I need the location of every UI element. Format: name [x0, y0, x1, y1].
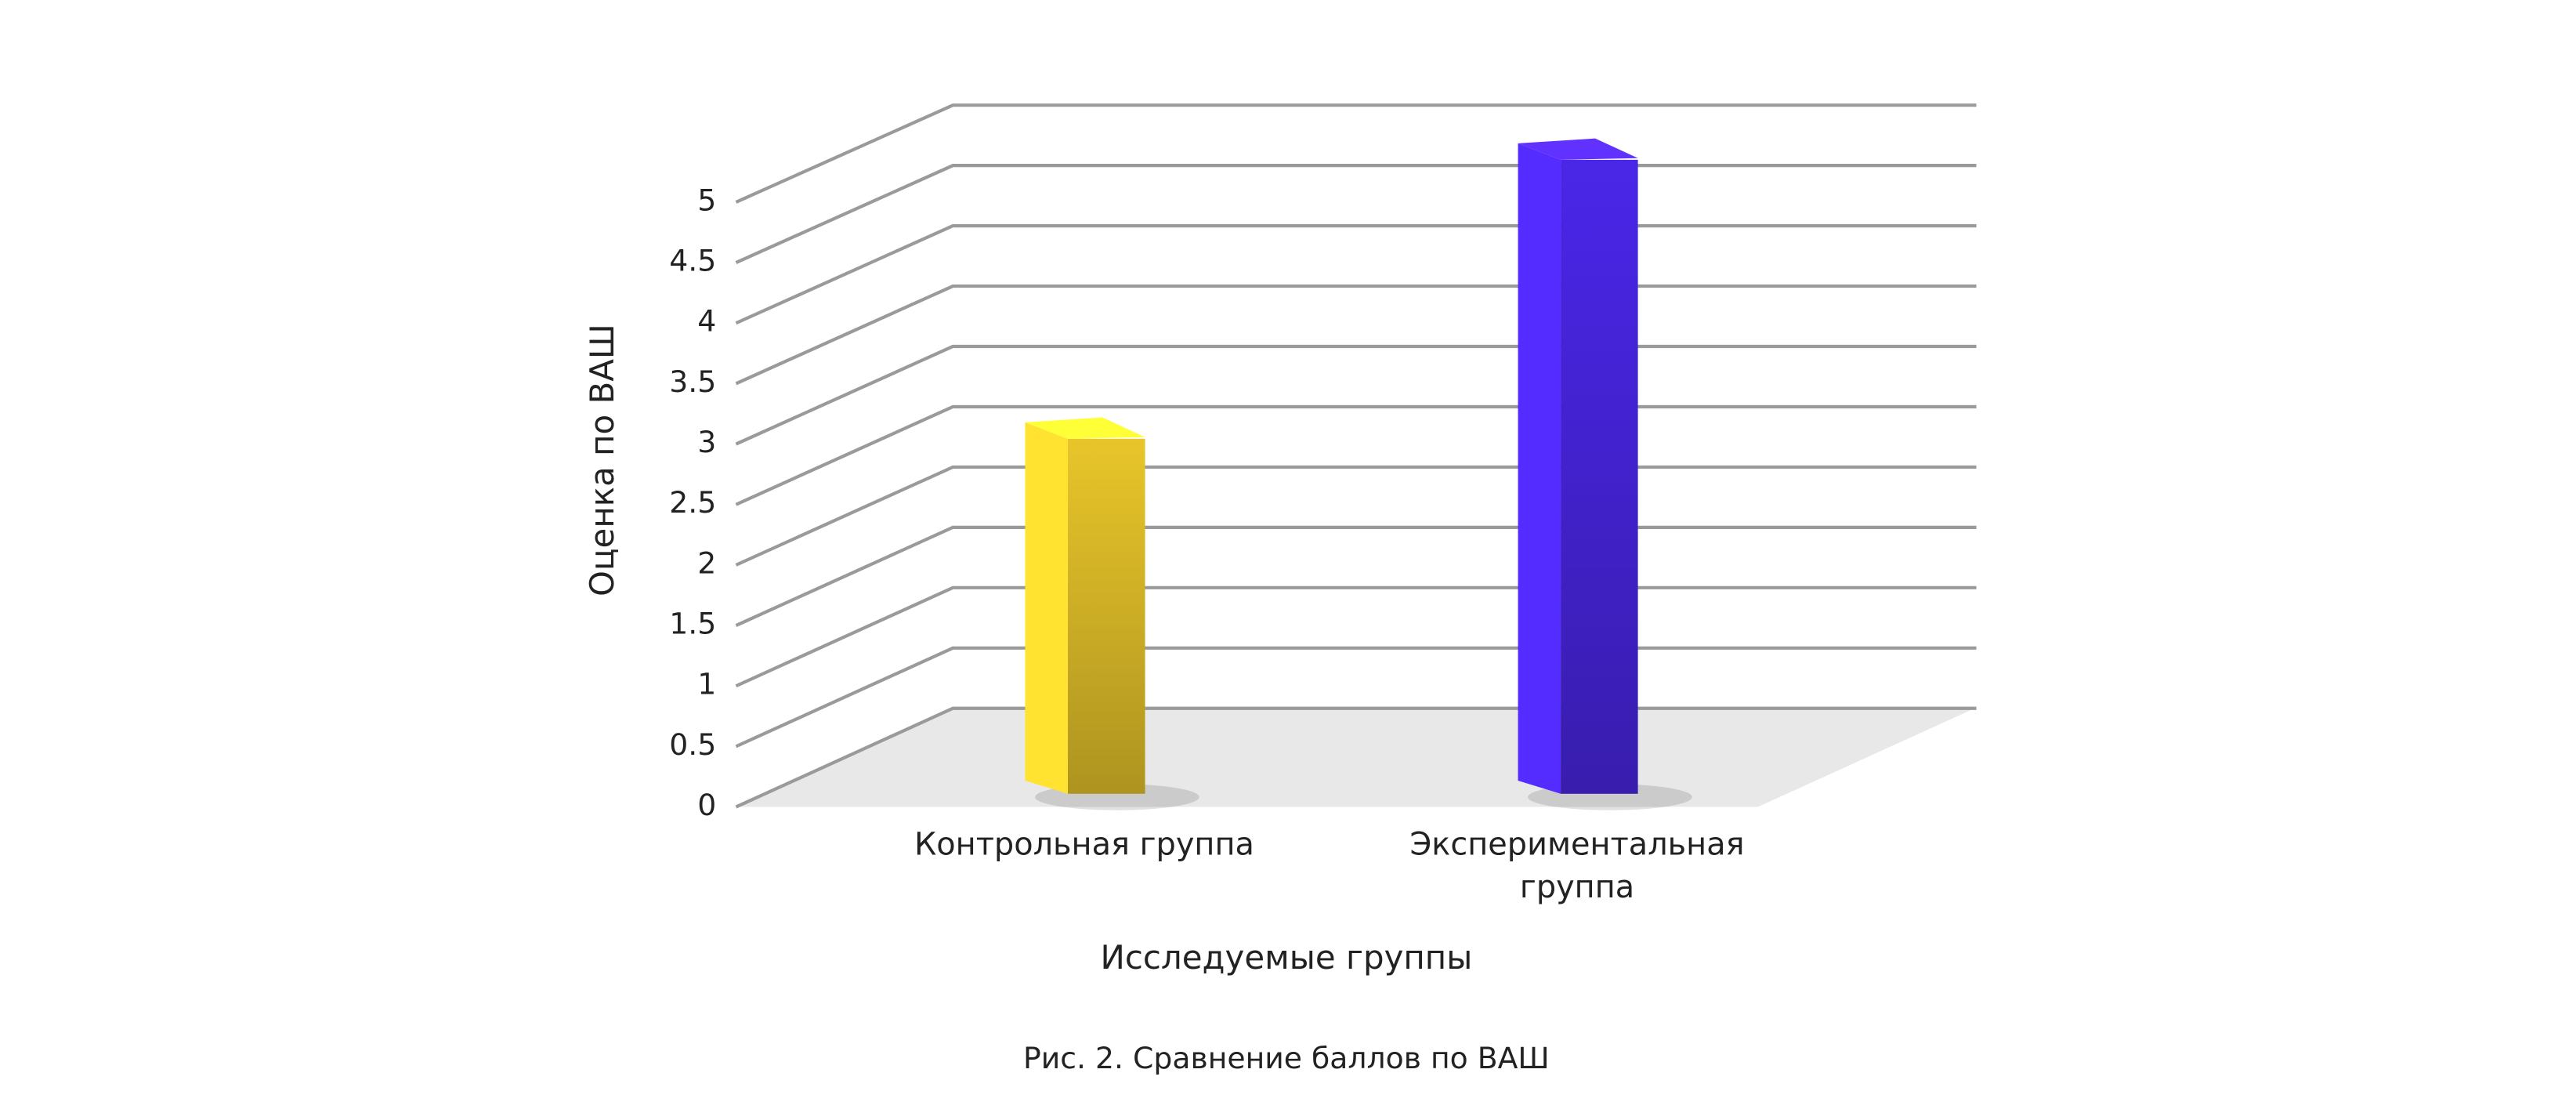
bar — [1068, 438, 1145, 794]
y-tick-label: 4 — [697, 304, 716, 339]
grid-line — [735, 465, 1977, 567]
x-tick-label-box: Экспериментальная группа — [1409, 826, 1745, 905]
x-tick-label: Контрольная группа — [914, 826, 1254, 863]
y-tick-label: 1.5 — [669, 607, 716, 641]
grid-line — [735, 404, 1977, 506]
bar — [1561, 159, 1638, 794]
x-axis-label: Исследуемые группы — [1100, 938, 1472, 977]
x-tick-label: Экспериментальная группа — [1409, 826, 1745, 905]
caption: Рис. 2. Сравнение баллов по ВАШ — [1023, 1041, 1550, 1075]
grid-line — [735, 344, 1977, 446]
y-tick-label: 1 — [697, 667, 716, 701]
y-axis-label: Оценка по ВАШ — [583, 324, 621, 596]
grid-line — [735, 525, 1977, 627]
y-tick-label: 3.5 — [669, 364, 716, 399]
grid-line — [735, 103, 1977, 204]
bar-top — [1518, 138, 1638, 160]
y-tick-label: 2.5 — [669, 485, 716, 520]
y-tick-label: 0 — [697, 788, 716, 822]
y-tick-label: 0.5 — [669, 727, 716, 762]
grid-line — [735, 164, 1977, 264]
y-tick-label: 5 — [697, 183, 716, 217]
y-tick-label: 3 — [697, 425, 716, 459]
grid-line — [735, 224, 1977, 325]
y-tick-label: 4.5 — [669, 244, 716, 278]
y-tick-label: 2 — [697, 546, 716, 580]
grid-line — [735, 585, 1977, 688]
bar-side — [1025, 422, 1069, 794]
x-tick-label-box: Контрольная группа — [914, 826, 1254, 863]
bar-side — [1518, 143, 1561, 794]
bar-top — [1025, 417, 1145, 439]
grid-line — [735, 284, 1977, 386]
